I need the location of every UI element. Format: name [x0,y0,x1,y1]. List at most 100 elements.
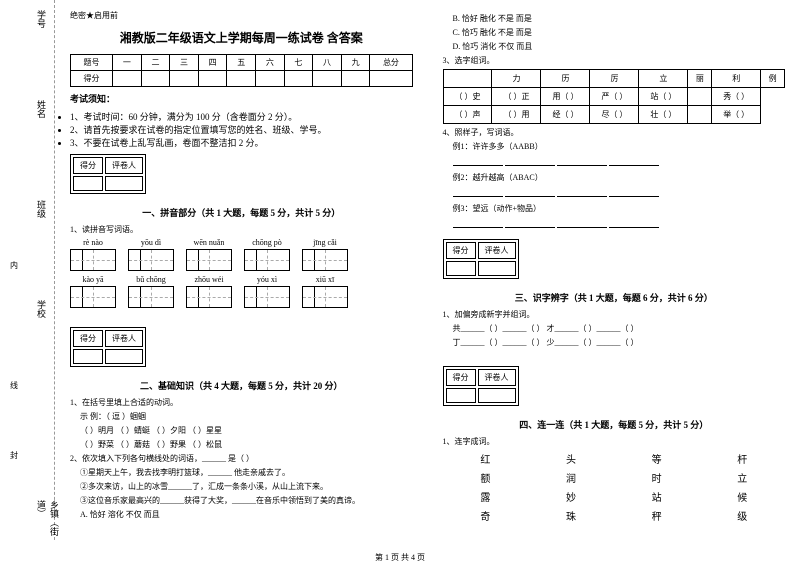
match-char[interactable]: 候 [737,489,747,504]
tianzige-box[interactable] [244,286,290,308]
tianzige-box[interactable] [70,286,116,308]
score-blank-cell[interactable] [227,71,256,87]
score-header-cell: 八 [313,55,342,71]
scorer-box: 得分评卷人 [443,239,519,279]
zi-header: 厉 [590,70,639,88]
zi-header: 立 [639,70,688,88]
zi-cell[interactable]: 用（ ） [541,88,590,106]
pinyin-label: chōng pò [244,238,290,247]
notice-list: 1、考试时间：60 分钟，满分为 100 分（含卷面分 2 分）。 2、请首先按… [70,110,413,149]
match-char[interactable]: 头 [566,451,576,466]
example: 示 例：（ 逗 ）蝈蝈 [80,411,413,422]
score-blank-cell[interactable] [313,71,342,87]
zi-cell[interactable]: 站（ ） [639,88,688,106]
score-blank-cell[interactable] [198,71,227,87]
seal-char: 线 [10,380,18,391]
match-char[interactable]: 妙 [566,489,576,504]
blank-line[interactable] [453,187,786,199]
zi-cell[interactable]: 壮（ ） [639,106,688,124]
zi-cell[interactable]: 严（ ） [590,88,639,106]
pinyin-row: rè nàoyōu dìwēn nuǎnchōng pòjīng cǎi [70,238,413,247]
match-char[interactable]: 额 [480,470,490,485]
tianzige-box[interactable] [302,286,348,308]
sidebar-label: 班级 [35,200,48,218]
tianzige-box[interactable] [128,286,174,308]
score-header-cell: 四 [198,55,227,71]
match-char[interactable]: 润 [566,470,576,485]
option: A. 恰好 溶化 不仅 而且 [80,509,413,520]
blank-line[interactable] [453,218,786,230]
zi-cell[interactable]: 经（ ） [541,106,590,124]
score-header-cell: 题号 [71,55,113,71]
score-blank-cell[interactable] [284,71,313,87]
score-blank-cell[interactable] [141,71,170,87]
example: 例1：许许多多（AABB） [453,141,786,152]
zi-header: 力 [492,70,541,88]
blank-line[interactable] [453,156,786,168]
zi-cell[interactable]: （ ）史 [443,88,492,106]
left-column: 绝密★启用前 湘教版二年级语文上学期每周一练试卷 含答案 题号一二三四五六七八九… [55,0,428,540]
match-row: 红头等杆 [443,451,786,466]
tianzige-box[interactable] [128,249,174,271]
match-char[interactable]: 露 [480,489,490,504]
question: 2、依次填入下列各句横线处的词语，______ 是（ ） [70,453,413,464]
question: 1、在括号里填上合适的动词。 [70,397,413,408]
reviewer-cell: 评卷人 [105,330,143,347]
pinyin-label: jīng cǎi [302,238,348,247]
tianzige-box[interactable] [186,249,232,271]
score-cell: 得分 [446,369,476,386]
match-char[interactable]: 红 [480,451,490,466]
match-char[interactable]: 杆 [737,451,747,466]
secret-label: 绝密★启用前 [70,10,413,21]
match-row: 露妙站候 [443,489,786,504]
zi-cell[interactable]: 秀（ ） [712,88,761,106]
matching-grid: 红 头 等 杆额 润 时 立露 妙 站 候奇 珠 秤 级 [443,451,786,523]
zi-cell[interactable] [688,88,712,106]
zi-cell[interactable]: （ ）正 [492,88,541,106]
question: 4、照样子，写词语。 [443,127,786,138]
zi-cell[interactable] [688,106,712,124]
sidebar-label: 学校 [35,300,48,318]
notice-heading: 考试须知： [70,92,413,105]
match-char[interactable]: 站 [652,489,662,504]
score-blank-cell[interactable] [170,71,199,87]
score-blank-cell[interactable] [370,71,412,87]
pinyin-row: kào yābǔ chōngzhōu wéiyóu xìxiū xī [70,275,413,284]
tianzige-box[interactable] [186,286,232,308]
match-char[interactable]: 珠 [566,508,576,523]
sentence: ②多次来访，山上的冰雪______了，汇成一条条小溪，从山上流下来。 [80,481,413,492]
scorer-box: 得分评卷人 [70,154,146,194]
pinyin-label: wēn nuǎn [186,238,232,247]
score-header-cell: 总分 [370,55,412,71]
zi-cell[interactable]: （ ）声 [443,106,492,124]
pinyin-label: rè nào [70,238,116,247]
zi-cell[interactable]: 尽（ ） [590,106,639,124]
tianzige-box[interactable] [244,249,290,271]
match-char[interactable]: 秤 [652,508,662,523]
match-char[interactable]: 奇 [480,508,490,523]
tianzige-box[interactable] [70,249,116,271]
zi-cell[interactable]: 举（ ） [712,106,761,124]
zi-header: 利 [712,70,761,88]
seal-char: 封 [10,450,18,461]
sidebar-label: 姓名 [35,100,48,118]
exam-title: 湘教版二年级语文上学期每周一练试卷 含答案 [70,29,413,46]
match-char[interactable]: 级 [737,508,747,523]
match-char[interactable]: 立 [737,470,747,485]
zi-cell[interactable]: （ ）用 [492,106,541,124]
score-table: 题号一二三四五六七八九总分 得分 [70,54,413,87]
section-title: 三、识字辨字（共 1 大题，每题 6 分，共计 6 分） [443,291,786,304]
score-header-cell: 五 [227,55,256,71]
score-blank-cell[interactable] [113,71,142,87]
score-blank-cell[interactable] [341,71,370,87]
section-title: 二、基础知识（共 4 大题，每题 5 分，共计 20 分） [70,379,413,392]
zi-header: 丽 [688,70,712,88]
match-row: 额润时立 [443,470,786,485]
content: 绝密★启用前 湘教版二年级语文上学期每周一练试卷 含答案 题号一二三四五六七八九… [55,0,800,540]
score-label: 得分 [71,71,113,87]
score-blank-cell[interactable] [256,71,285,87]
match-char[interactable]: 时 [652,470,662,485]
match-char[interactable]: 等 [652,451,662,466]
tianzige-box[interactable] [302,249,348,271]
option-line: （ ）野菜 （ ）蘑菇 （ ）野果 （ ）松鼠 [80,439,413,450]
